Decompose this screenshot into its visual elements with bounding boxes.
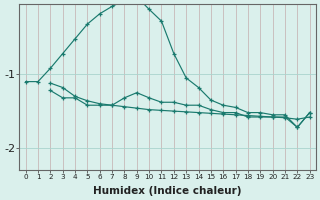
X-axis label: Humidex (Indice chaleur): Humidex (Indice chaleur)	[93, 186, 242, 196]
